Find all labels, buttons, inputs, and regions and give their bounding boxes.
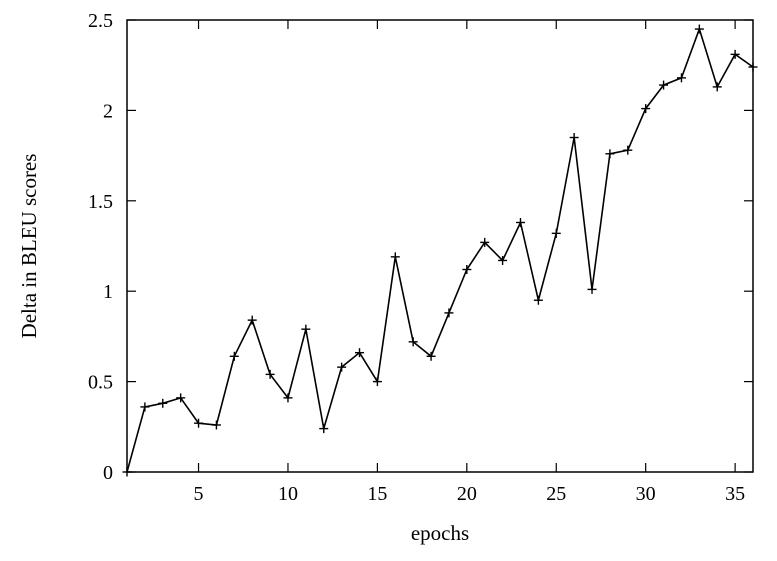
data-point: [372, 377, 382, 387]
data-point: [337, 362, 347, 372]
y-tick-label: 2.5: [88, 10, 113, 32]
data-point: [194, 418, 204, 428]
data-point: [301, 324, 311, 334]
x-tick-label: 35: [725, 483, 745, 505]
x-tick-label: 15: [367, 483, 387, 505]
data-point: [229, 351, 239, 361]
data-point: [426, 351, 436, 361]
data-point: [498, 255, 508, 265]
y-tick-labels: 0 0.5 1 1.5 2 2.5: [88, 10, 113, 484]
data-point: [355, 348, 365, 358]
data-point-markers: [122, 24, 758, 477]
data-point: [176, 393, 186, 403]
data-point: [408, 337, 418, 347]
data-point: [551, 228, 561, 238]
data-point: [748, 62, 758, 72]
x-tick-label: 5: [194, 483, 204, 505]
y-tick-label: 0: [103, 462, 113, 484]
data-point: [694, 24, 704, 34]
data-point: [659, 80, 669, 90]
data-point: [265, 369, 275, 379]
y-tick-label: 1.5: [88, 191, 113, 213]
x-tick-labels: 5 10 15 20 25 30 35: [194, 483, 746, 505]
y-tick-label: 0.5: [88, 372, 113, 394]
data-point: [319, 424, 329, 434]
data-point: [158, 398, 168, 408]
data-point: [533, 295, 543, 305]
y-tick-label: 2: [103, 100, 113, 122]
axis-ticks: [127, 19, 753, 473]
x-tick-label: 30: [636, 483, 656, 505]
data-point: [641, 104, 651, 114]
data-point: [587, 284, 597, 294]
data-point: [462, 265, 472, 275]
data-point: [623, 145, 633, 155]
data-point: [676, 73, 686, 83]
series-line: [126, 26, 754, 473]
data-point: [480, 237, 490, 247]
data-point: [140, 402, 150, 412]
x-tick-label: 10: [278, 483, 298, 505]
y-axis-title: Delta in BLEU scores: [17, 154, 41, 339]
data-point: [283, 393, 293, 403]
data-point: [390, 252, 400, 262]
data-point: [730, 49, 740, 59]
y-tick-label: 1: [103, 281, 113, 303]
data-point: [247, 315, 257, 325]
data-point: [211, 420, 221, 430]
x-tick-label: 25: [546, 483, 566, 505]
x-tick-label: 20: [457, 483, 477, 505]
x-axis-title: epochs: [411, 521, 469, 545]
data-point: [122, 467, 132, 477]
data-point: [515, 217, 525, 227]
plot-frame: [126, 19, 754, 473]
data-point: [605, 149, 615, 159]
data-point: [712, 82, 722, 92]
data-point: [444, 308, 454, 318]
data-point: [569, 133, 579, 143]
